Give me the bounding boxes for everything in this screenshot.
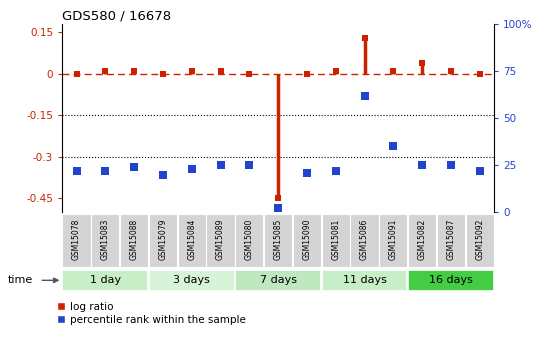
Text: 1 day: 1 day [90,275,121,285]
Text: GSM15083: GSM15083 [101,219,110,260]
Bar [322,215,350,267]
Bar [379,215,407,267]
Bar [235,269,321,291]
Text: 3 days: 3 days [173,275,210,285]
Bar [149,215,177,267]
Point [130,68,138,74]
Text: GSM15078: GSM15078 [72,219,81,260]
Text: GSM15090: GSM15090 [302,219,312,260]
Point [101,168,110,174]
Point [302,170,311,176]
Bar [120,215,148,267]
Point [245,162,254,168]
Point [274,206,282,211]
Point [418,60,427,66]
Bar [178,215,206,267]
Point [159,172,167,177]
Point [475,71,484,77]
Text: GSM15087: GSM15087 [447,219,455,260]
Point [72,168,81,174]
Point [245,71,254,77]
Text: GSM15086: GSM15086 [360,219,369,260]
Text: GSM15091: GSM15091 [389,219,398,260]
Point [274,196,282,201]
Bar [322,269,407,291]
Text: GDS580 / 16678: GDS580 / 16678 [62,10,171,23]
Point [447,68,455,74]
Text: GSM15089: GSM15089 [216,219,225,260]
Bar [91,215,119,267]
Text: GSM15081: GSM15081 [331,219,340,260]
Point [475,168,484,174]
Text: GSM15084: GSM15084 [187,219,196,260]
Point [332,168,340,174]
Bar [264,215,292,267]
Text: GSM15082: GSM15082 [417,219,427,260]
Bar [149,269,234,291]
Bar [408,269,494,291]
Point [187,68,196,74]
Bar [437,215,465,267]
Point [159,71,167,77]
Point [389,144,397,149]
Bar [63,269,148,291]
Point [130,164,138,170]
Point [101,68,110,74]
Bar [293,215,321,267]
Point [216,162,225,168]
Bar [408,215,436,267]
Point [418,162,427,168]
Text: GSM15085: GSM15085 [274,219,282,260]
Text: 7 days: 7 days [260,275,296,285]
Bar [465,215,494,267]
Bar [63,215,91,267]
Text: time: time [8,275,33,285]
Point [447,162,455,168]
Text: GSM15080: GSM15080 [245,219,254,260]
Point [72,71,81,77]
Text: GSM15088: GSM15088 [130,219,139,260]
Point [302,71,311,77]
Bar [206,215,234,267]
Legend: log ratio, percentile rank within the sample: log ratio, percentile rank within the sa… [57,302,246,325]
Point [187,166,196,172]
Point [389,68,397,74]
Text: 11 days: 11 days [342,275,387,285]
Text: GSM15079: GSM15079 [158,219,167,260]
Text: GSM15092: GSM15092 [475,219,484,260]
Point [332,68,340,74]
Bar [235,215,264,267]
Point [360,93,369,98]
Text: 16 days: 16 days [429,275,473,285]
Bar [350,215,379,267]
Point [216,68,225,74]
Point [360,35,369,41]
